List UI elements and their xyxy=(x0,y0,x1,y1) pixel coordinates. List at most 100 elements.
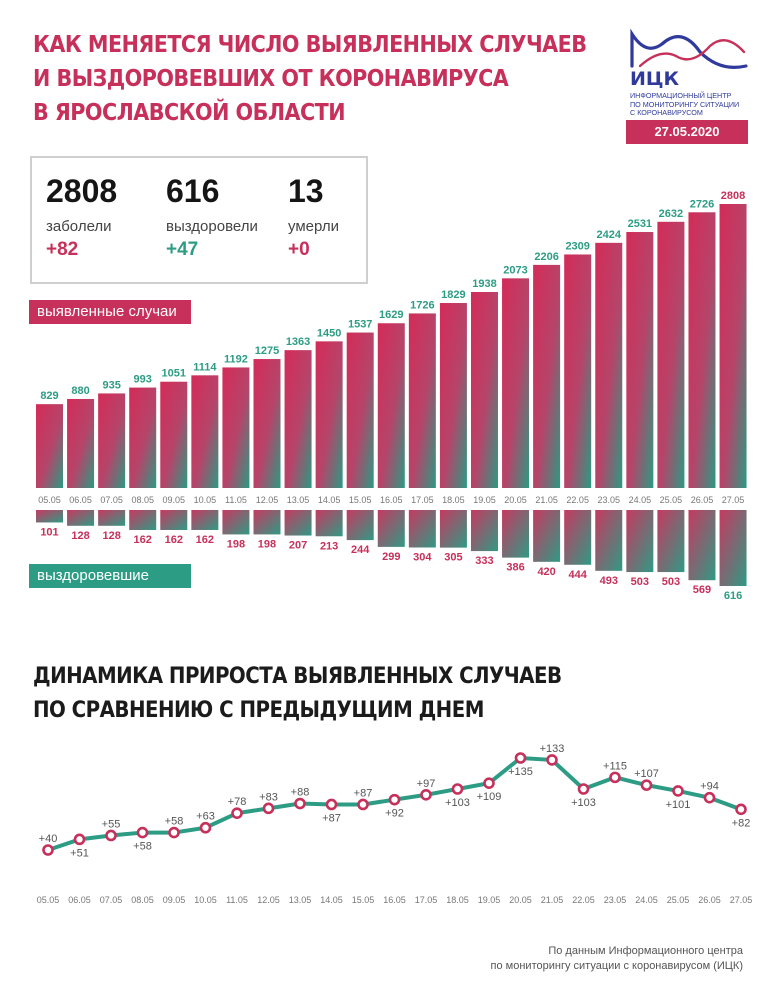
title-line-2: И ВЫЗДОРОВЕВШИХ ОТ КОРОНАВИРУСА xyxy=(33,66,509,92)
increase-point xyxy=(199,821,212,834)
increase-value-label: +51 xyxy=(70,847,89,859)
line-date-label: 17.05 xyxy=(415,895,438,905)
line-date-label: 14.05 xyxy=(320,895,343,905)
bar-date-label: 21.05 xyxy=(535,495,558,505)
bar-date-label: 09.05 xyxy=(163,495,186,505)
cases-value-label: 935 xyxy=(102,379,120,391)
increase-point xyxy=(420,788,432,801)
source-note: По данным Информационного центра по мони… xyxy=(491,944,743,974)
recovered-bar xyxy=(688,510,716,581)
increase-value-label: +83 xyxy=(259,791,278,803)
line-date-label: 15.05 xyxy=(352,895,375,905)
stat-infected-label: заболели xyxy=(46,218,112,235)
stat-infected-delta: +82 xyxy=(46,239,79,260)
increase-value-label: +87 xyxy=(354,787,373,799)
recovered-bar xyxy=(160,510,188,530)
stats-box: 2808 заболели +82 616 выздоровели +47 13… xyxy=(30,156,368,284)
recovered-bar xyxy=(36,510,63,523)
recovered-value-label: 503 xyxy=(631,576,649,588)
cases-bar xyxy=(502,278,530,488)
line-chart: +40 05.05 +51 06.05 +55 07.05 +58 08.05 +58 09.05… xyxy=(37,743,753,905)
dynamics-title-line-1: ДИНАМИКА ПРИРОСТА ВЫЯВЛЕННЫХ СЛУЧАЕВ xyxy=(33,664,562,689)
recovered-value-label: 162 xyxy=(196,534,214,546)
increase-point xyxy=(168,826,180,839)
recovered-value-label: 128 xyxy=(102,530,120,542)
line-date-label: 18.05 xyxy=(446,895,469,905)
stat-infected: 2808 заболели +82 xyxy=(46,174,117,261)
increase-value-label: +78 xyxy=(228,796,247,808)
recovered-bar xyxy=(284,510,312,536)
cases-bar xyxy=(564,254,592,488)
increase-point xyxy=(640,779,653,791)
line-date-label: 07.05 xyxy=(100,895,123,905)
cases-bar xyxy=(470,291,498,488)
increase-value-label: +92 xyxy=(385,808,404,820)
increase-value-label: +101 xyxy=(666,799,691,811)
increase-point xyxy=(325,798,338,811)
increase-value-label: +87 xyxy=(322,812,341,824)
stat-deaths-label: умерли xyxy=(288,218,339,235)
increase-point xyxy=(262,802,275,815)
cases-bar xyxy=(719,204,747,488)
cases-bar xyxy=(657,221,685,488)
line-date-label: 23.05 xyxy=(604,895,627,905)
increase-point xyxy=(357,798,369,811)
line-date-label: 16.05 xyxy=(383,895,406,905)
recovered-value-label: 420 xyxy=(537,566,555,578)
stat-recovered-label: выздоровели xyxy=(166,218,258,235)
stat-recovered-delta: +47 xyxy=(166,239,199,260)
increase-point xyxy=(609,771,621,784)
cases-value-label: 2808 xyxy=(721,190,745,202)
recovered-value-label: 386 xyxy=(506,562,524,574)
recovered-value-label: 305 xyxy=(444,552,462,564)
line-date-label: 08.05 xyxy=(131,895,154,905)
recovered-value-label: 244 xyxy=(351,544,370,556)
increase-value-label: +63 xyxy=(196,811,215,823)
date-badge: 27.05.2020 xyxy=(626,120,748,144)
bar-date-label: 27.05 xyxy=(722,495,745,505)
cases-legend-tag: выявленные случаи xyxy=(29,300,191,324)
bar-date-label: 13.05 xyxy=(287,495,310,505)
recovered-bar xyxy=(564,510,592,565)
line-date-label: 19.05 xyxy=(478,895,501,905)
increase-point xyxy=(136,826,149,839)
increase-value-label: +58 xyxy=(133,841,152,853)
bar-date-label: 23.05 xyxy=(597,495,620,505)
recovered-bar xyxy=(595,510,623,571)
cases-bar xyxy=(408,313,436,488)
cases-bar xyxy=(377,323,405,488)
recovered-bar xyxy=(67,510,95,526)
increase-point xyxy=(42,844,54,856)
cases-value-label: 880 xyxy=(71,385,89,397)
source-note-line-2: по мониторингу ситуации с коронавирусом … xyxy=(490,960,743,972)
increase-point xyxy=(546,754,558,766)
increase-value-label: +135 xyxy=(508,766,533,778)
increase-point xyxy=(231,807,243,820)
line-date-label: 27.05 xyxy=(730,895,753,905)
cases-value-label: 2206 xyxy=(534,251,558,263)
cases-bar xyxy=(595,242,623,488)
logo-name: ИЦК xyxy=(630,68,680,90)
stat-recovered-value: 616 xyxy=(166,173,220,209)
recovered-value-label: 101 xyxy=(40,526,58,538)
line-date-label: 22.05 xyxy=(572,895,595,905)
bar-date-label: 12.05 xyxy=(256,495,279,505)
recovered-bar xyxy=(315,510,343,537)
source-note-line-1: По данным Информационного центра xyxy=(548,945,743,957)
increase-point xyxy=(73,833,86,846)
recovered-value-label: 616 xyxy=(724,590,742,602)
recovered-value-label: 304 xyxy=(413,552,432,564)
increase-point xyxy=(105,829,117,842)
cases-value-label: 2632 xyxy=(659,208,683,220)
bar-date-label: 15.05 xyxy=(349,495,372,505)
bar-date-label: 10.05 xyxy=(194,495,217,505)
bar-date-label: 26.05 xyxy=(691,495,714,505)
bar-date-label: 06.05 xyxy=(69,495,92,505)
stat-recovered: 616 выздоровели +47 xyxy=(166,174,258,261)
dynamics-title: ДИНАМИКА ПРИРОСТА ВЫЯВЛЕННЫХ СЛУЧАЕВ ПО … xyxy=(33,660,562,728)
title-line-1: КАК МЕНЯЕТСЯ ЧИСЛО ВЫЯВЛЕННЫХ СЛУЧАЕВ xyxy=(33,32,587,58)
increase-point xyxy=(735,803,747,816)
increase-point xyxy=(672,785,684,797)
recovered-bar xyxy=(626,510,654,573)
